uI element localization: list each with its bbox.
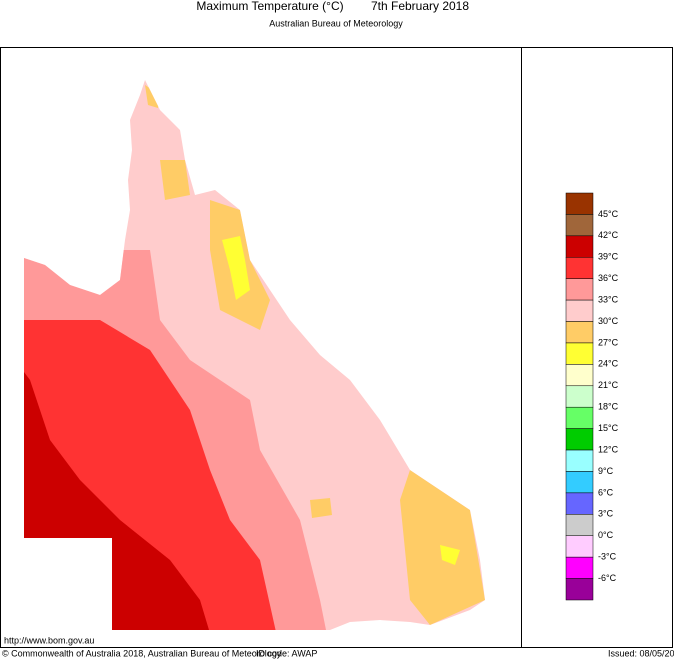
legend-swatch <box>565 556 594 579</box>
legend-label: 6°C <box>598 487 614 497</box>
url: http://www.bom.gov.au <box>4 635 94 645</box>
legend-swatch <box>565 235 594 258</box>
id-code: ID code: AWAP <box>256 648 317 658</box>
legend-label: 27°C <box>598 337 619 347</box>
title: Maximum Temperature (°C) <box>196 0 343 13</box>
copyright: © Commonwealth of Australia 2018, Austra… <box>2 648 282 658</box>
legend-swatch <box>565 278 594 301</box>
legend-swatch <box>565 578 594 601</box>
subtitle: Australian Bureau of Meteorology <box>269 18 403 28</box>
legend-swatch <box>565 192 594 215</box>
legend-swatch <box>565 385 594 408</box>
legend-label: 3°C <box>598 509 614 519</box>
legend-swatch <box>565 321 594 344</box>
legend: 45°C 42°C 39°C 36°C 33°C 30°C 27°C 24°C 21°C 18°C… <box>565 192 619 601</box>
legend-label: 15°C <box>598 423 619 433</box>
date: 7th February 2018 <box>371 0 469 13</box>
legend-swatch <box>565 299 594 322</box>
legend-label: 33°C <box>598 294 619 304</box>
legend-label: 21°C <box>598 380 619 390</box>
legend-swatch <box>565 471 594 494</box>
legend-swatch <box>565 514 594 536</box>
legend-label: 18°C <box>598 402 619 412</box>
legend-swatch <box>565 406 594 429</box>
legend-label: 24°C <box>598 359 619 369</box>
legend-label: -3°C <box>598 552 617 562</box>
legend-swatch <box>565 535 594 558</box>
legend-label: 45°C <box>598 209 619 219</box>
issued: Issued: 08/05/2018 <box>608 648 674 658</box>
legend-label: 9°C <box>598 466 614 476</box>
legend-label: 0°C <box>598 530 614 540</box>
map <box>24 80 485 630</box>
legend-swatch <box>565 428 594 451</box>
legend-label: 12°C <box>598 444 619 454</box>
legend-swatch <box>565 214 594 237</box>
legend-label: 36°C <box>598 273 619 283</box>
legend-label: 39°C <box>598 252 619 262</box>
legend-swatch <box>565 364 594 387</box>
legend-label: -6°C <box>598 573 617 583</box>
legend-label: 30°C <box>598 316 619 326</box>
legend-swatch <box>565 492 594 515</box>
legend-swatch <box>565 449 594 472</box>
legend-swatch <box>565 342 594 365</box>
frame <box>0 47 673 648</box>
legend-label: 42°C <box>598 230 619 240</box>
legend-swatch <box>565 257 594 279</box>
